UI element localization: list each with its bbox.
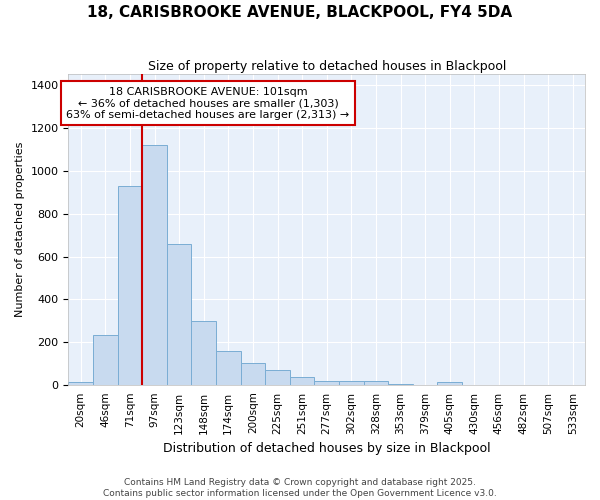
Text: Contains HM Land Registry data © Crown copyright and database right 2025.
Contai: Contains HM Land Registry data © Crown c… bbox=[103, 478, 497, 498]
Bar bbox=[265, 370, 290, 386]
Bar bbox=[437, 382, 462, 386]
Bar bbox=[93, 335, 118, 386]
Bar bbox=[364, 382, 388, 386]
Bar bbox=[142, 145, 167, 386]
Bar bbox=[216, 351, 241, 386]
Title: Size of property relative to detached houses in Blackpool: Size of property relative to detached ho… bbox=[148, 60, 506, 73]
Bar bbox=[339, 382, 364, 386]
Text: 18, CARISBROOKE AVENUE, BLACKPOOL, FY4 5DA: 18, CARISBROOKE AVENUE, BLACKPOOL, FY4 5… bbox=[88, 5, 512, 20]
Bar bbox=[413, 384, 437, 386]
Bar bbox=[241, 363, 265, 386]
Y-axis label: Number of detached properties: Number of detached properties bbox=[15, 142, 25, 318]
X-axis label: Distribution of detached houses by size in Blackpool: Distribution of detached houses by size … bbox=[163, 442, 491, 455]
Text: 18 CARISBROOKE AVENUE: 101sqm
← 36% of detached houses are smaller (1,303)
63% o: 18 CARISBROOKE AVENUE: 101sqm ← 36% of d… bbox=[66, 86, 350, 120]
Bar bbox=[388, 384, 413, 386]
Bar bbox=[290, 376, 314, 386]
Bar bbox=[167, 244, 191, 386]
Bar bbox=[118, 186, 142, 386]
Bar bbox=[68, 382, 93, 386]
Bar bbox=[191, 321, 216, 386]
Bar bbox=[314, 381, 339, 386]
